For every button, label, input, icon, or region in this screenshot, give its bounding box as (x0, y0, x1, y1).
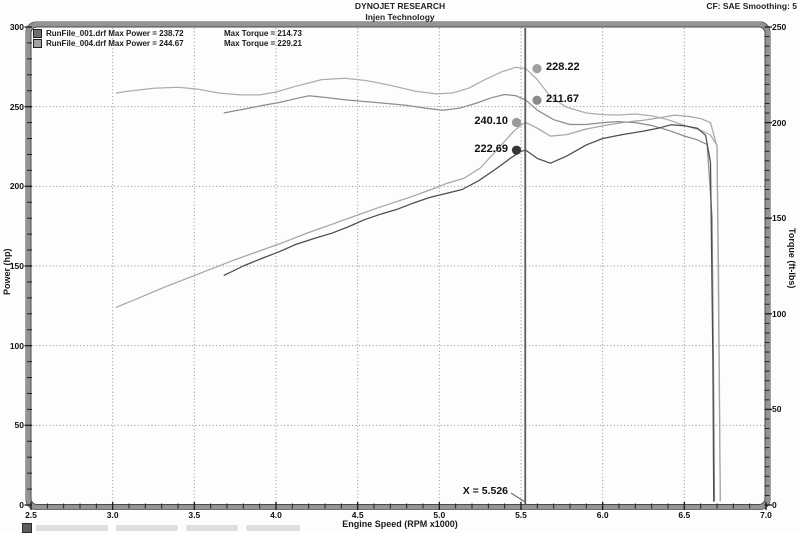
rpm-tick-label: 5.5 (515, 510, 527, 520)
cursor-marker-dot[interactable] (532, 64, 542, 74)
runfile-001-power-label: RunFile_001.drf Max Power = 238.72 (46, 28, 184, 38)
power-tick-label: 50 (14, 420, 24, 431)
cursor-marker-dot[interactable] (511, 117, 522, 128)
power-axis-title: Power (hp) (2, 248, 12, 296)
rpm-tick-label: 2.5 (25, 510, 37, 520)
torque-tick-label: 250 (772, 22, 787, 32)
cursor-x-value-label[interactable]: X = 5.526 (462, 485, 508, 497)
runfile-004-torque-label: Max Torque = 229.21 (224, 38, 302, 48)
rpm-tick-label: 4.0 (270, 510, 282, 520)
power-tick-label: 250 (9, 101, 24, 112)
rpm-tick-label: 7.0 (760, 510, 772, 520)
cursor-label-connector (510, 492, 525, 502)
power-tick-label: 200 (9, 181, 24, 192)
rpm-tick-label: 6.0 (596, 510, 609, 520)
torque-curve-runfile_004-torque[interactable] (115, 66, 721, 502)
torque-tick-label: 0 (772, 500, 777, 510)
cursor (510, 28, 527, 504)
dyno-curves (115, 66, 721, 502)
power-tick-label: 100 (9, 340, 24, 351)
correction-smoothing-label: CF: SAE Smoothing: 5 (706, 1, 797, 11)
cursor-value-label-240-10: 240.10 (474, 114, 508, 127)
page-subtitle: Injen Technology (365, 12, 435, 22)
cursor-value-label-228-22: 228.22 (546, 61, 580, 74)
cutoff-legend-text-smudge (246, 525, 300, 531)
cursor-marker-dot[interactable] (532, 95, 542, 105)
power-tick-label: 300 (9, 22, 24, 32)
frame-band (26, 22, 770, 510)
cutoff-legend-text-smudge (186, 525, 238, 531)
legend-row-runfile-004[interactable]: RunFile_004.drf Max Power = 244.67 Max T… (33, 38, 302, 48)
cutoff-legend-text-smudge (116, 525, 178, 531)
run-legend: RunFile_001.drf Max Power = 238.72 Max T… (33, 28, 302, 48)
rpm-axis-title: Engine Speed (RPM x1000) (342, 519, 458, 529)
torque-tick-label: 200 (772, 117, 787, 128)
power-curve-runfile_001-power[interactable] (223, 124, 715, 502)
torque-axis-title: Torque (ft-lbs) (787, 228, 797, 289)
axis-ticks (24, 26, 772, 510)
cutoff-legend-swatch-icon (22, 523, 32, 533)
torque-tick-label: 150 (772, 213, 787, 224)
torque-tick-label: 50 (772, 404, 782, 415)
runfile-001-swatch-icon (33, 28, 42, 38)
rpm-tick-label: 5.0 (433, 510, 446, 520)
rpm-tick-label: 6.5 (678, 510, 691, 520)
power-curve-runfile_004-power[interactable] (115, 114, 721, 501)
cursor-marker-dot[interactable] (511, 145, 522, 155)
gridlines (32, 28, 766, 504)
runfile-001-torque-label: Max Torque = 214.73 (224, 28, 302, 38)
runfile-004-swatch-icon (33, 38, 42, 48)
power-tick-label: 0 (19, 500, 24, 510)
power-tick-label: 150 (9, 261, 24, 271)
rpm-tick-label: 3.5 (188, 510, 201, 520)
page-title: DYNOJET RESEARCH (354, 1, 446, 11)
rpm-tick-label: 3.0 (106, 510, 119, 520)
runfile-004-power-label: RunFile_004.drf Max Power = 244.67 (46, 38, 184, 48)
cursor-value-label-211-67: 211.67 (546, 92, 580, 105)
torque-tick-label: 100 (772, 308, 787, 319)
cursor-value-label-222-69: 222.69 (474, 142, 508, 155)
legend-row-runfile-001[interactable]: RunFile_001.drf Max Power = 238.72 Max T… (33, 28, 302, 38)
torque-curve-runfile_001-torque[interactable] (223, 93, 716, 502)
rpm-tick-label: 4.5 (351, 510, 364, 520)
cursor-value-markers (511, 64, 542, 155)
cutoff-legend-text-smudge (36, 525, 108, 531)
